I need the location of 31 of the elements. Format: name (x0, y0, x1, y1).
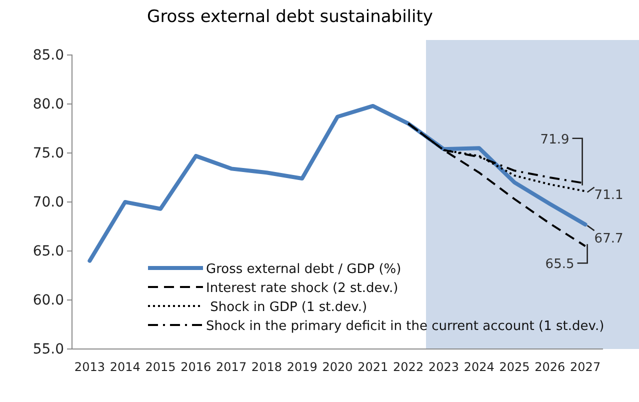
annotation: 71.9 (540, 132, 570, 148)
legend-label: Shock in GDP (1 st.dev.) (206, 300, 368, 315)
y-tick-label: 80.0 (32, 96, 64, 112)
y-tick-label: 70.0 (32, 194, 64, 210)
x-tick-label: 2026 (534, 360, 566, 374)
x-tick-label: 2019 (286, 360, 318, 374)
x-tick-label: 2020 (322, 360, 353, 374)
x-tick-label: 2017 (216, 360, 247, 374)
x-tick-label: 2018 (251, 360, 282, 374)
x-tick-label: 2025 (499, 360, 530, 374)
x-tick-label: 2016 (180, 360, 212, 374)
annotation: 65.5 (545, 257, 574, 272)
x-tick-label: 2021 (358, 360, 388, 374)
x-tick-label: 2014 (110, 360, 140, 374)
legend-label: Interest rate shock (2 st.dev.) (206, 281, 398, 296)
x-tick-label: 2027 (570, 360, 601, 374)
y-tick-label: 65.0 (32, 243, 64, 260)
x-tick-label: 2015 (145, 360, 176, 374)
x-tick-label: 2023 (428, 360, 459, 374)
annotation: 71.1 (594, 188, 624, 204)
x-tick-label: 2022 (393, 360, 424, 374)
x-tick-label: 2024 (464, 360, 494, 374)
legend-label: Gross external debt / GDP (%) (206, 262, 402, 277)
annotation: 67.7 (594, 232, 624, 247)
y-tick-label: 75.0 (32, 145, 64, 162)
y-tick-label: 60.0 (32, 292, 64, 308)
y-tick-label: 85.0 (32, 47, 64, 64)
chart-title: Gross external debt sustainability (147, 7, 433, 27)
legend-label: Shock in the primary deficit in the current account (1 st.dev.) (206, 319, 604, 334)
y-tick-label: 55.0 (32, 341, 64, 358)
x-tick-label: 2013 (74, 360, 105, 374)
